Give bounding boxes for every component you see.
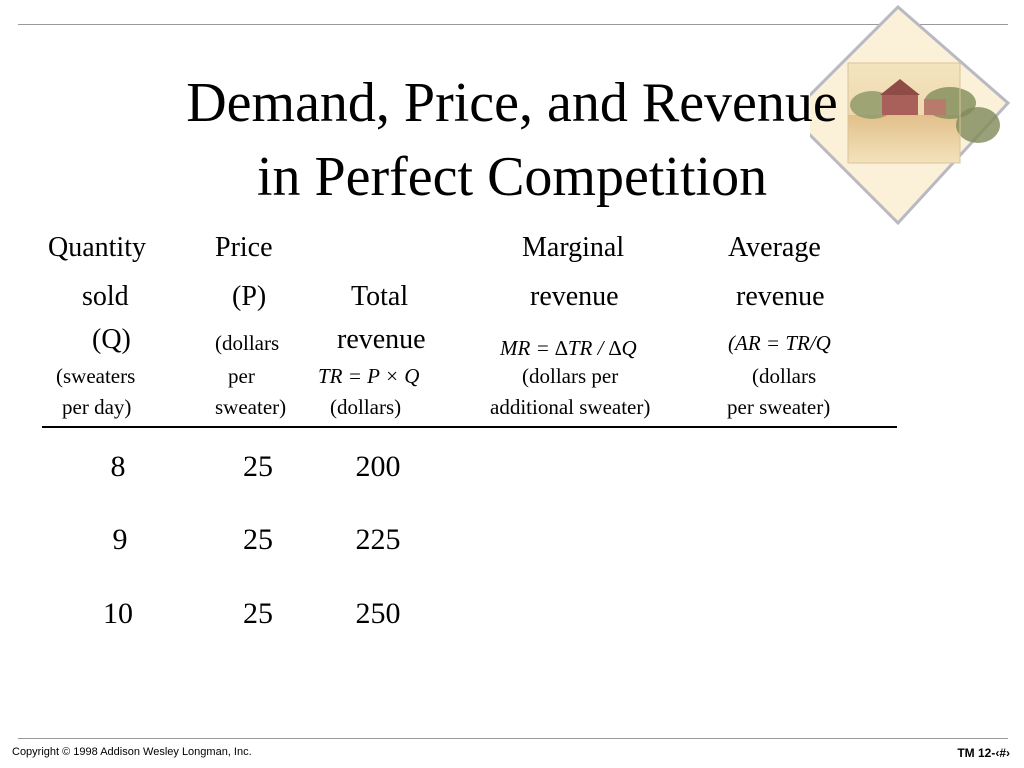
header-total-revenue-line1: Total — [351, 281, 409, 312]
header-total-revenue-line4: (dollars) — [330, 395, 402, 419]
top-rule — [18, 24, 1008, 25]
header-quantity-line4: (sweaters — [56, 364, 136, 388]
title-line-2: in Perfect Competition — [256, 146, 768, 208]
table-row-3-price: 25 — [243, 597, 273, 630]
header-price-line5: sweater) — [215, 395, 287, 419]
header-marginal-revenue-line1: Marginal — [522, 232, 625, 263]
table-row-1-total-revenue: 200 — [355, 450, 401, 483]
table-row-3-quantity: 10 — [103, 597, 133, 630]
table-row-3-total-revenue: 250 — [355, 597, 401, 630]
header-quantity-line2: sold — [82, 281, 129, 312]
table-row-2-price: 25 — [243, 523, 273, 556]
header-average-revenue-formula: (AR = TR/Q — [728, 331, 831, 355]
table-row-2-quantity: 9 — [112, 523, 128, 556]
table-header-rule — [42, 426, 897, 428]
slide-number: TM 12-‹#› — [957, 746, 1010, 760]
header-marginal-revenue-line5: additional sweater) — [490, 395, 651, 419]
table-row-1-price: 25 — [243, 450, 273, 483]
header-quantity-line1: Quantity — [48, 232, 146, 263]
header-total-revenue-line2: revenue — [337, 324, 426, 355]
header-average-revenue-line2: revenue — [736, 281, 825, 312]
header-quantity-line3: (Q) — [92, 324, 131, 355]
header-marginal-revenue-line4: (dollars per — [522, 364, 619, 388]
header-total-revenue-formula: TR = P × Q — [318, 364, 420, 388]
copyright-text: Copyright © 1998 Addison Wesley Longman,… — [12, 746, 252, 758]
header-marginal-revenue-line2: revenue — [530, 281, 619, 312]
header-price-line4: per — [228, 364, 255, 388]
header-average-revenue-line1: Average — [728, 232, 821, 263]
header-quantity-line5: per day) — [62, 395, 132, 419]
header-marginal-revenue-formula: MR = ∆TR / ∆Q — [500, 336, 637, 360]
slide-title: Demand, Price, and Revenue in Perfect Co… — [100, 66, 924, 214]
table-row-2-total-revenue: 225 — [355, 523, 401, 556]
title-line-1: Demand, Price, and Revenue — [186, 72, 838, 134]
table-row-1-quantity: 8 — [110, 450, 126, 483]
footer-rule — [18, 738, 1008, 739]
header-average-revenue-line4: (dollars — [752, 364, 817, 388]
header-price-line3: (dollars — [215, 331, 280, 355]
farm-landscape-diamond-image — [810, 5, 1010, 225]
header-average-revenue-line5: per sweater) — [727, 395, 831, 419]
header-price-line2: (P) — [232, 281, 267, 312]
header-price-line1: Price — [215, 232, 273, 263]
